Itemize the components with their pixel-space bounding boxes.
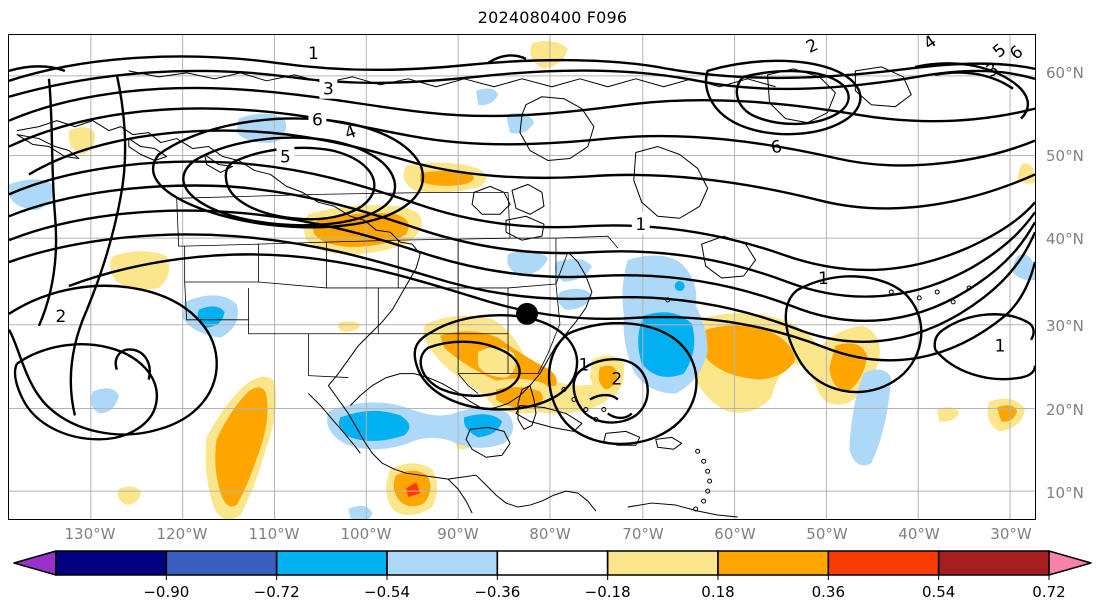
lon-tick-50w: 50°W xyxy=(806,525,848,543)
svg-text:2: 2 xyxy=(56,306,67,326)
page-title: 2024080400 F096 xyxy=(477,8,628,27)
lon-tick-90w: 90°W xyxy=(437,525,479,543)
colorbar-tick: 0.54 xyxy=(921,583,956,601)
colorbar-swatch xyxy=(386,550,499,576)
svg-text:2: 2 xyxy=(803,35,821,57)
colorbar-tick: 0.36 xyxy=(811,583,846,601)
colorbar-swatch xyxy=(165,550,278,576)
svg-text:1: 1 xyxy=(995,336,1006,356)
svg-text:3: 3 xyxy=(982,58,1001,81)
svg-text:5: 5 xyxy=(280,146,291,166)
lon-tick-120w: 120°W xyxy=(156,525,208,543)
colorbar-tick: 0.72 xyxy=(1032,583,1066,601)
contour-labels: 1 3 6 5 4 2 4 5 6 3 6 1 1 1 2 2 1 xyxy=(56,35,1027,389)
lat-tick-50n: 50°N xyxy=(1046,147,1084,165)
lat-tick-30n: 30°N xyxy=(1046,317,1084,335)
colorbar-tick: −0.18 xyxy=(584,583,631,601)
svg-text:1: 1 xyxy=(635,214,646,234)
svg-text:6: 6 xyxy=(1006,41,1027,63)
svg-text:3: 3 xyxy=(323,79,334,99)
colorbar-canvas xyxy=(13,550,1092,580)
colorbar-tick: −0.90 xyxy=(143,583,190,601)
lat-tick-20n: 20°N xyxy=(1046,401,1084,419)
lon-tick-110w: 110°W xyxy=(248,525,300,543)
lon-tick-40w: 40°W xyxy=(898,525,940,543)
lon-tick-60w: 60°W xyxy=(714,525,756,543)
colorbar-cap-low xyxy=(13,550,57,576)
lat-tick-40n: 40°N xyxy=(1046,230,1084,248)
contour-lines xyxy=(9,54,1035,446)
colorbar[interactable] xyxy=(0,548,1105,582)
shading-cool xyxy=(9,88,1035,519)
colorbar-swatch xyxy=(275,550,388,576)
lon-tick-130w: 130°W xyxy=(64,525,116,543)
svg-text:1: 1 xyxy=(308,43,319,63)
storm-position-marker[interactable] xyxy=(516,302,538,325)
lon-tick-80w: 80°W xyxy=(529,525,571,543)
map-plot-area[interactable]: 1 3 6 5 4 2 4 5 6 3 6 1 1 1 2 2 1 xyxy=(8,34,1036,520)
colorbar-tick: −0.54 xyxy=(364,583,410,601)
colorbar-cap-high xyxy=(1048,550,1092,576)
svg-text:1: 1 xyxy=(818,268,829,288)
colorbar-swatch xyxy=(55,550,168,576)
colorbar-swatch xyxy=(496,550,609,576)
colorbar-swatch xyxy=(827,550,940,576)
lon-tick-70w: 70°W xyxy=(622,525,664,543)
colorbar-tick: −0.72 xyxy=(253,583,300,601)
colorbar-swatch xyxy=(937,550,1050,576)
lon-tick-30w: 30°W xyxy=(990,525,1032,543)
colorbar-swatch xyxy=(606,550,719,576)
svg-text:1: 1 xyxy=(578,355,589,375)
political-borders xyxy=(176,191,619,394)
svg-text:4: 4 xyxy=(920,35,940,53)
svg-text:2: 2 xyxy=(611,369,622,389)
lat-tick-60n: 60°N xyxy=(1046,64,1084,82)
svg-text:6: 6 xyxy=(769,136,784,158)
lat-tick-10n: 10°N xyxy=(1046,484,1084,502)
colorbar-swatch xyxy=(717,550,830,576)
map-canvas: 1 3 6 5 4 2 4 5 6 3 6 1 1 1 2 2 1 xyxy=(9,35,1035,519)
colorbar-tick: 0.18 xyxy=(701,583,735,601)
svg-text:6: 6 xyxy=(312,110,323,130)
colorbar-tick: −0.36 xyxy=(474,583,521,601)
lon-tick-100w: 100°W xyxy=(340,525,392,543)
